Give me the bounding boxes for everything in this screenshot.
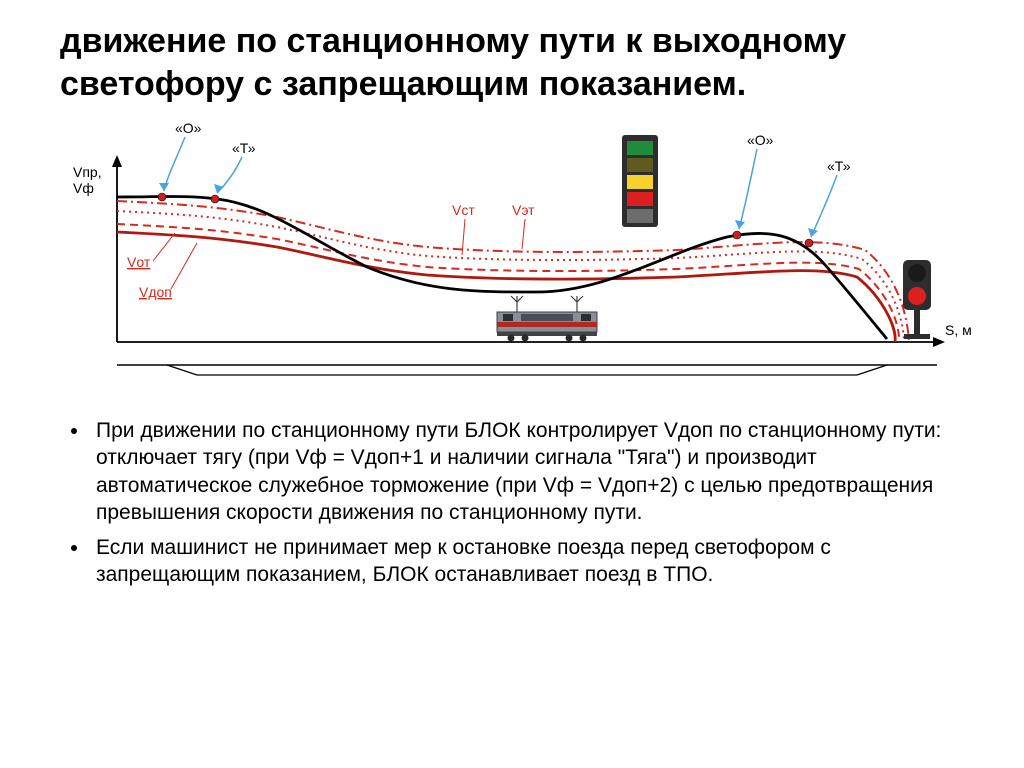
page-title: движение по станционному пути к выходном… — [60, 20, 974, 105]
marker-label-right-o: «О» — [747, 132, 774, 148]
marker-label-left-t: «Т» — [232, 140, 256, 156]
switch-diag-right — [857, 365, 887, 375]
y-axis-arrow — [112, 155, 122, 167]
marker-point-right-o — [733, 231, 741, 239]
leader-left-o — [164, 137, 185, 191]
label-vdop: Vдоп — [139, 284, 172, 300]
leader-vst — [462, 219, 465, 255]
bullet-2: Если машинист не принимает мер к останов… — [90, 534, 974, 589]
switch-diag-left — [167, 365, 197, 375]
marker-label-left-o: «О» — [175, 120, 202, 136]
x-axis-label: S, м — [945, 322, 972, 338]
y-axis-label-2: Vф — [73, 180, 94, 196]
label-vst: Vст — [452, 202, 475, 218]
leader-arrow-ro — [735, 220, 745, 229]
x-axis-arrow — [933, 337, 945, 347]
speed-diagram: Vпр, Vф S, м Vст Vэт Vот Vдоп «О» «Т» «О… — [60, 117, 974, 407]
label-vot: Vот — [127, 254, 151, 270]
five-aspect-signal-icon — [622, 135, 658, 227]
leader-vdop — [171, 243, 197, 289]
leader-vot — [153, 233, 175, 261]
locomotive-icon — [497, 296, 597, 342]
y-axis-label-1: Vпр, — [73, 164, 102, 180]
marker-point-left-t — [211, 195, 219, 203]
bullet-1: При движении по станционному пути БЛОК к… — [90, 417, 974, 526]
diagram-svg: Vпр, Vф S, м Vст Vэт Vот Vдоп «О» «Т» «О… — [60, 117, 974, 407]
marker-label-right-t: «Т» — [827, 158, 851, 174]
leader-vet — [522, 219, 525, 249]
leader-arrow-lo — [159, 183, 169, 191]
description-list: При движении по станционному пути БЛОК к… — [60, 417, 974, 589]
leader-arrow-rt — [808, 228, 818, 237]
marker-point-left-o — [158, 193, 166, 201]
leader-right-o — [739, 149, 757, 229]
leader-right-t — [811, 175, 837, 237]
label-vet: Vэт — [512, 202, 535, 218]
marker-point-right-t — [805, 239, 813, 247]
